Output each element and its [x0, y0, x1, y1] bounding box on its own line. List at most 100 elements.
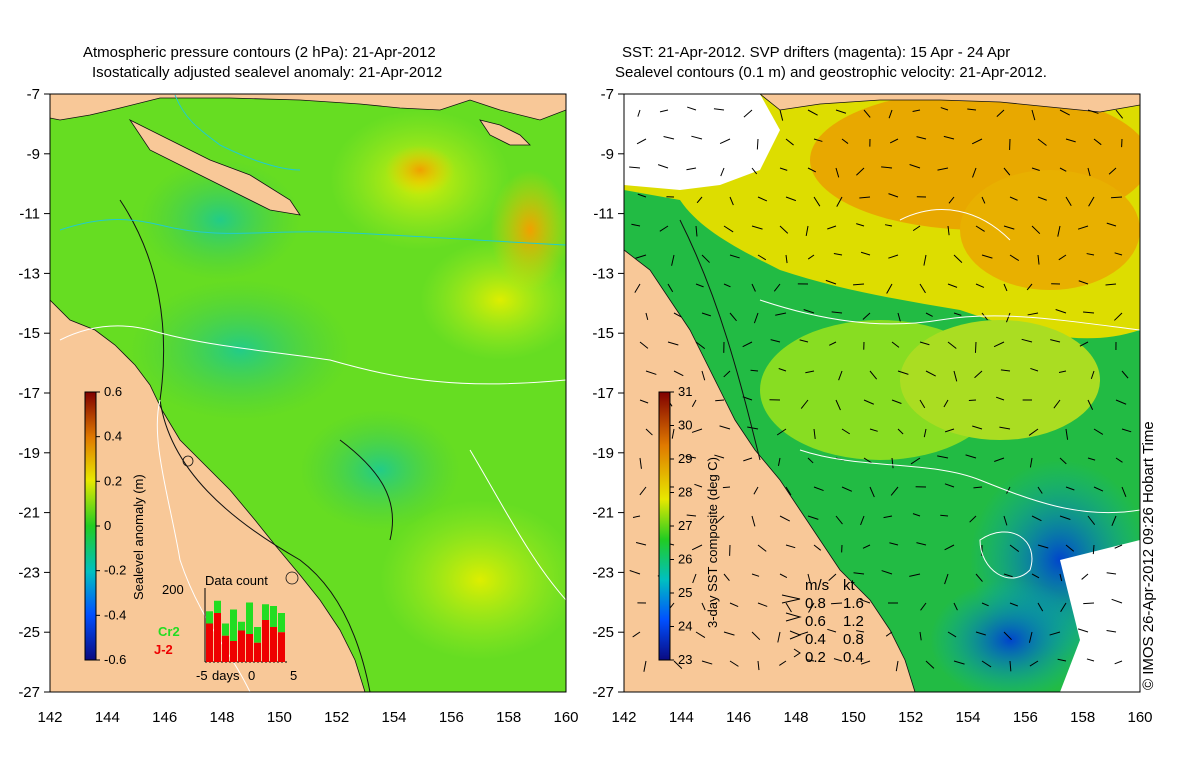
- data-count-inset: Data count 200 Cr2 J-2 -5 days 0 5: [154, 573, 297, 683]
- right-colorbar: 31 30 29 28 27 26 25 24 23 3-day SST composite (…: [658, 384, 720, 667]
- png-peninsula: [128, 118, 301, 216]
- right-colorbar-label: 3-day SST composite (deg C): [705, 457, 720, 628]
- left-colorbar-ticks: 0.6 0.4 0.2 0 -0.2 -0.4 -0.6: [96, 384, 126, 667]
- left-xtick-label: 160: [553, 709, 578, 726]
- right-xtick-label: 148: [783, 709, 808, 726]
- left-ytick-label: -27: [18, 684, 40, 701]
- data-count-bar-j2: [262, 620, 269, 662]
- data-count-bar-cr2: [262, 604, 269, 620]
- right-ytick-label: -7: [601, 86, 614, 103]
- colorbar-tick-label: 0.6: [104, 384, 122, 399]
- left-xtick-label: 154: [381, 709, 406, 726]
- right-xtick-label: 158: [1070, 709, 1095, 726]
- left-title-line1: Atmospheric pressure contours (2 hPa): 2…: [83, 44, 436, 61]
- right-xtick-label: 160: [1127, 709, 1152, 726]
- data-count-bar-cr2: [222, 623, 229, 636]
- data-count-xtick-4: 5: [290, 668, 297, 683]
- velocity-legend-kt: 0.8: [843, 631, 864, 648]
- australia-land: [50, 299, 366, 692]
- velocity-legend-ms-header: m/s: [805, 577, 829, 594]
- axis-ticks: 142 144 146 148 150 152 154 156 158 160 -7 -9 -11 -13…: [18, 86, 1152, 726]
- velocity-arrows: [629, 106, 1132, 672]
- left-xtick-label: 150: [267, 709, 292, 726]
- velocity-legend-ms: 0.4: [805, 631, 826, 648]
- right-ytick-label: -23: [592, 564, 614, 581]
- data-count-bar-j2: [214, 613, 221, 662]
- data-count-bar-j2: [278, 632, 285, 662]
- australia-land-right: [624, 249, 916, 692]
- right-title-line2: Sealevel contours (0.1 m) and geostrophi…: [615, 64, 1047, 81]
- colorbar-tick-label: 31: [678, 384, 692, 399]
- colorbar-tick-label: 25: [678, 585, 692, 600]
- right-ytick-label: -9: [601, 146, 614, 163]
- data-count-bar-cr2: [270, 606, 277, 627]
- data-count-bar-j2: [270, 627, 277, 662]
- data-count-bar-j2: [222, 635, 229, 662]
- velocity-legend-ms: 0.2: [805, 649, 826, 666]
- data-count-bar-j2: [246, 634, 253, 662]
- left-colorbar: 0.6 0.4 0.2 0 -0.2 -0.4 -0.6 Sealevel anomaly …: [84, 384, 146, 667]
- data-count-xtick-2: days: [212, 668, 240, 683]
- right-map: [624, 94, 1140, 692]
- data-count-bar-j2: [238, 630, 245, 662]
- right-ytick-label: -11: [593, 206, 614, 223]
- right-xtick-label: 146: [726, 709, 751, 726]
- velocity-legend-kt: 0.4: [843, 649, 864, 666]
- right-ytick-label: -13: [592, 265, 614, 282]
- right-ytick-label: -19: [592, 445, 614, 462]
- right-xtick-label: 150: [841, 709, 866, 726]
- right-ytick-label: -21: [592, 505, 614, 522]
- right-xtick-label: 154: [955, 709, 980, 726]
- left-ytick-label: -19: [18, 445, 40, 462]
- right-xtick-label: 152: [898, 709, 923, 726]
- colorbar-tick-label: 0: [104, 518, 111, 533]
- velocity-legend-arrow: [793, 648, 801, 658]
- left-map: [50, 94, 566, 692]
- left-ytick-label: -13: [18, 265, 40, 282]
- legend-j2: J-2: [154, 642, 173, 657]
- data-count-bars: [206, 600, 285, 662]
- left-colorbar-label: Sealevel anomaly (m): [131, 474, 146, 600]
- left-ytick-label: -17: [18, 385, 40, 402]
- data-count-bar-j2: [206, 623, 213, 662]
- velocity-legend-kt: 1.6: [843, 595, 864, 612]
- data-count-bar-j2: [230, 641, 237, 662]
- right-xtick-label: 142: [611, 709, 636, 726]
- right-ytick-label: -17: [592, 385, 614, 402]
- right-ytick-label: -15: [592, 325, 614, 342]
- data-count-xtick-3: 0: [248, 668, 255, 683]
- colorbar-tick-label: 28: [678, 485, 692, 500]
- colorbar-tick-label: 26: [678, 552, 692, 567]
- left-title-line2: Isostatically adjusted sealevel anomaly:…: [92, 64, 443, 81]
- left-xtick-label: 144: [95, 709, 120, 726]
- right-xtick-label: 144: [669, 709, 694, 726]
- data-count-bar-cr2: [206, 611, 213, 624]
- left-ytick-label: -9: [27, 146, 40, 163]
- left-xtick-label: 146: [152, 709, 177, 726]
- data-count-xtick-1: -5: [196, 668, 208, 683]
- colorbar-tick-label: 24: [678, 619, 692, 634]
- right-ytick-label: -25: [592, 624, 614, 641]
- right-xtick-label: 156: [1013, 709, 1038, 726]
- right-title-line1: SST: 21-Apr-2012. SVP drifters (magenta)…: [622, 44, 1011, 61]
- data-count-bar-cr2: [254, 627, 261, 643]
- data-count-bar-cr2: [246, 602, 253, 634]
- new-guinea-land: [50, 94, 566, 121]
- left-xtick-label: 158: [496, 709, 521, 726]
- data-count-bar-cr2: [214, 600, 221, 613]
- left-ytick-label: -11: [19, 206, 40, 223]
- credit-text: © IMOS 26-Apr-2012 09:26 Hobart Time: [1140, 421, 1157, 690]
- colorbar-tick-label: -0.4: [104, 607, 126, 622]
- colorbar-tick-label: 23: [678, 652, 692, 667]
- legend-cr2: Cr2: [158, 624, 180, 639]
- left-xtick-label: 148: [209, 709, 234, 726]
- data-count-bar-cr2: [230, 609, 237, 641]
- colorbar-tick-label: -0.6: [104, 652, 126, 667]
- colorbar-tick-label: 0.4: [104, 429, 122, 444]
- velocity-legend-arrow: [789, 630, 802, 640]
- data-count-bar-cr2: [238, 621, 245, 631]
- colorbar-tick-label: 0.2: [104, 473, 122, 488]
- velocity-legend: m/s kt 0.8 1.60.6 1.20.4 0.80.2 0.4: [781, 577, 864, 666]
- left-ytick-label: -21: [18, 505, 40, 522]
